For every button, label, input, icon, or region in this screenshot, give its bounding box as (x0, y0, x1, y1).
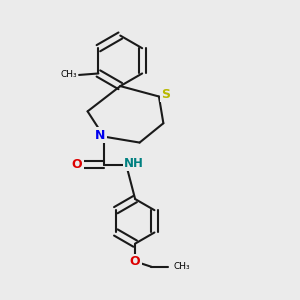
Text: N: N (95, 129, 106, 142)
Text: O: O (130, 255, 140, 268)
Text: O: O (72, 158, 83, 171)
Text: NH: NH (124, 157, 144, 170)
Text: CH₃: CH₃ (173, 262, 190, 271)
Text: S: S (161, 88, 170, 100)
Text: CH₃: CH₃ (60, 70, 77, 80)
